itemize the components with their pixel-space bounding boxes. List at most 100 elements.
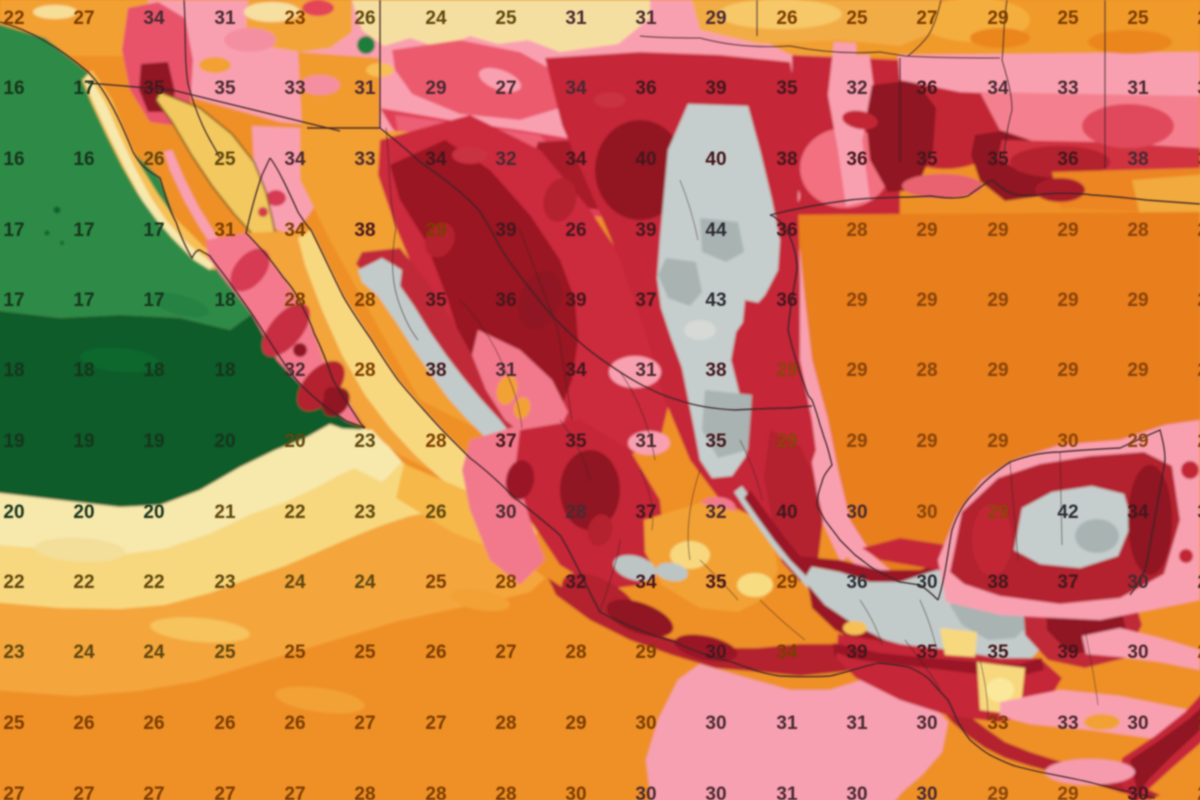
svg-text:35: 35 <box>916 149 938 170</box>
svg-text:20: 20 <box>143 502 164 523</box>
svg-text:25: 25 <box>3 713 25 734</box>
svg-text:19: 19 <box>73 431 94 452</box>
svg-text:30: 30 <box>635 784 656 800</box>
svg-text:39: 39 <box>635 220 656 241</box>
svg-text:26: 26 <box>143 149 164 170</box>
svg-text:30: 30 <box>705 784 726 800</box>
svg-text:34: 34 <box>987 78 1009 99</box>
svg-text:17: 17 <box>3 290 24 311</box>
svg-text:38: 38 <box>425 360 446 381</box>
svg-text:29: 29 <box>987 220 1008 241</box>
svg-text:29: 29 <box>1197 784 1200 800</box>
svg-text:17: 17 <box>73 78 94 99</box>
svg-text:29: 29 <box>1057 220 1078 241</box>
svg-text:38: 38 <box>354 220 375 241</box>
svg-text:26: 26 <box>354 8 375 29</box>
svg-text:26: 26 <box>284 713 305 734</box>
svg-text:34: 34 <box>284 220 306 241</box>
svg-text:34: 34 <box>1127 502 1149 523</box>
svg-text:29: 29 <box>776 431 797 452</box>
svg-text:29: 29 <box>425 220 446 241</box>
svg-text:37: 37 <box>635 502 656 523</box>
svg-text:28: 28 <box>495 784 516 800</box>
svg-text:21: 21 <box>214 502 236 523</box>
svg-text:36: 36 <box>495 290 516 311</box>
svg-text:27: 27 <box>354 713 375 734</box>
svg-text:18: 18 <box>143 360 164 381</box>
svg-text:36: 36 <box>635 78 656 99</box>
svg-text:34: 34 <box>776 642 798 663</box>
svg-text:31: 31 <box>846 713 868 734</box>
svg-text:28: 28 <box>284 290 305 311</box>
svg-text:17: 17 <box>143 220 164 241</box>
svg-text:39: 39 <box>705 78 726 99</box>
svg-text:34: 34 <box>425 149 447 170</box>
svg-text:29: 29 <box>1127 431 1148 452</box>
svg-text:36: 36 <box>846 149 867 170</box>
svg-text:28: 28 <box>354 784 375 800</box>
svg-text:35: 35 <box>705 431 727 452</box>
svg-text:18: 18 <box>214 360 235 381</box>
svg-text:32: 32 <box>565 572 586 593</box>
svg-text:16: 16 <box>3 149 24 170</box>
svg-text:29: 29 <box>987 8 1008 29</box>
svg-text:31: 31 <box>776 784 798 800</box>
svg-text:28: 28 <box>565 642 586 663</box>
svg-text:18: 18 <box>3 360 24 381</box>
svg-text:29: 29 <box>1197 642 1200 663</box>
svg-text:20: 20 <box>3 502 24 523</box>
svg-text:26: 26 <box>425 642 446 663</box>
svg-text:30: 30 <box>1127 784 1148 800</box>
svg-text:31: 31 <box>495 360 517 381</box>
svg-text:31: 31 <box>214 8 236 29</box>
svg-text:37: 37 <box>1057 572 1078 593</box>
svg-text:22: 22 <box>73 572 94 593</box>
svg-text:38: 38 <box>1197 149 1200 170</box>
svg-text:34: 34 <box>143 8 165 29</box>
svg-text:29: 29 <box>776 572 797 593</box>
svg-text:23: 23 <box>214 572 235 593</box>
svg-text:29: 29 <box>916 431 937 452</box>
svg-text:40: 40 <box>635 149 656 170</box>
svg-text:29: 29 <box>565 713 586 734</box>
svg-text:34: 34 <box>1197 502 1200 523</box>
svg-text:35: 35 <box>143 78 165 99</box>
svg-text:26: 26 <box>214 713 235 734</box>
svg-text:19: 19 <box>3 431 24 452</box>
svg-text:35: 35 <box>425 290 447 311</box>
svg-text:17: 17 <box>73 290 94 311</box>
svg-text:26: 26 <box>565 220 586 241</box>
svg-text:26: 26 <box>776 8 797 29</box>
svg-text:25: 25 <box>425 572 447 593</box>
svg-text:30: 30 <box>565 784 586 800</box>
svg-text:25: 25 <box>1127 8 1149 29</box>
svg-text:42: 42 <box>1057 502 1078 523</box>
svg-text:27: 27 <box>73 8 94 29</box>
svg-text:30: 30 <box>916 572 937 593</box>
svg-text:35: 35 <box>987 149 1009 170</box>
svg-text:31: 31 <box>565 8 587 29</box>
svg-text:34: 34 <box>565 360 587 381</box>
svg-text:22: 22 <box>143 572 164 593</box>
svg-text:30: 30 <box>916 713 937 734</box>
svg-text:36: 36 <box>776 290 797 311</box>
svg-text:29: 29 <box>987 431 1008 452</box>
svg-text:37: 37 <box>495 431 516 452</box>
svg-text:31: 31 <box>635 360 657 381</box>
svg-text:27: 27 <box>284 784 305 800</box>
svg-text:17: 17 <box>3 220 24 241</box>
svg-text:35: 35 <box>214 78 236 99</box>
svg-text:34: 34 <box>284 149 306 170</box>
svg-text:17: 17 <box>143 290 164 311</box>
svg-text:33: 33 <box>1057 78 1078 99</box>
svg-text:28: 28 <box>495 713 516 734</box>
svg-text:39: 39 <box>846 642 867 663</box>
svg-text:30: 30 <box>1197 713 1200 734</box>
svg-text:24: 24 <box>143 642 165 663</box>
svg-text:29: 29 <box>846 290 867 311</box>
svg-text:19: 19 <box>143 431 164 452</box>
svg-text:29: 29 <box>1057 360 1078 381</box>
svg-text:25: 25 <box>214 642 236 663</box>
svg-text:36: 36 <box>1057 149 1078 170</box>
svg-text:23: 23 <box>284 8 305 29</box>
